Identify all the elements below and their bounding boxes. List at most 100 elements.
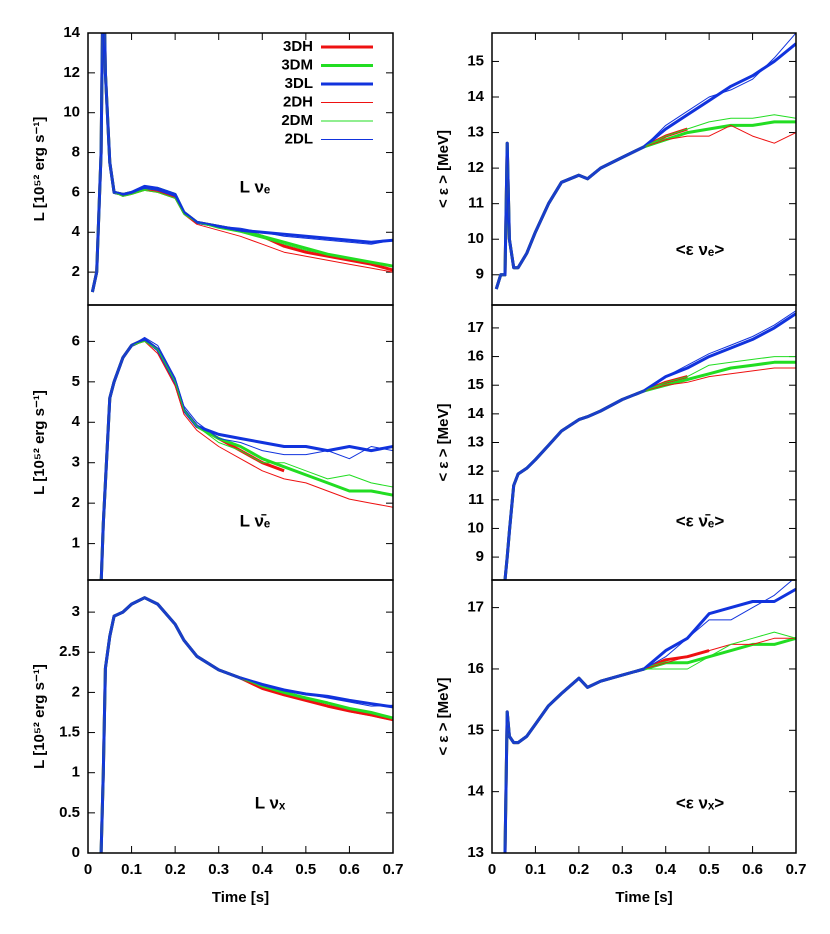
x-tick-label: 0.2 [568,861,589,878]
y-tick-label: 1 [72,764,80,781]
y-tick-label: 1 [72,535,80,552]
panel-label: L ν̄ₑ [240,512,271,531]
plot-lines [90,33,393,293]
y-tick-label: 2 [72,494,80,511]
series-line [99,337,285,580]
panel-label: L νₑ [240,178,271,197]
x-tick-label: 0.4 [252,861,274,878]
x-tick-label: 0.3 [208,861,229,878]
y-tick-label: 12 [63,64,80,81]
y-tick-label: 11 [468,491,484,508]
legend-label: 3DM [281,56,313,73]
legend-label: 2DH [283,93,313,110]
y-tick-label: 1.5 [59,724,80,741]
y-tick-label: 4 [72,223,81,240]
series-line [91,33,393,293]
y-axis-label: L [10⁵² erg s⁻¹] [31,664,48,769]
y-tick-label: 5 [72,373,80,390]
panel-label: <ε νₓ> [676,793,724,812]
series-line [90,33,393,293]
series-line [99,596,393,853]
y-tick-label: 10 [467,519,484,536]
y-tick-label: 17 [467,319,484,336]
panel: 9 10 11 12 13 14 15 16 17 < ε > [MeV] <ε ν̄ₑ> [435,304,797,581]
series-line [99,337,393,580]
y-tick-label: 12 [467,462,484,479]
y-tick-label: 13 [467,124,484,141]
y-tick-label: 2 [72,683,80,700]
x-tick-label: 0.7 [786,861,807,878]
y-tick-label: 13 [467,844,484,861]
series-line [90,33,393,293]
y-tick-label: 4 [72,413,81,430]
panel-label: L νₓ [255,793,286,812]
y-tick-label: 17 [467,599,484,616]
y-tick-label: 2.5 [59,643,80,660]
y-axis-label: < ε > [MeV] [435,130,452,208]
plot-lines [503,310,796,580]
series-line [494,127,688,290]
y-tick-label: 6 [72,183,80,200]
x-tick-label: 0.1 [121,861,142,878]
y-tick-label: 6 [72,332,80,349]
series-line [504,310,796,580]
panel-label: <ε νₑ> [676,240,725,259]
panel: 0 0.5 1 1.5 2 2.5 3 0 0.1 0.2 0.3 0.4 0.5 0.6 0.7 L [10… [31,33,403,906]
plot-lines [99,336,393,580]
y-tick-label: 3 [72,454,80,471]
plot-lines [99,596,393,853]
y-tick-label: 13 [467,433,484,450]
panel: 13 14 15 16 17 0 0.1 0.2 0.3 0.4 0.5 0.6 0.7 < ε > [M… [435,33,806,906]
x-tick-label: 0 [488,861,496,878]
x-tick-label: 0.6 [742,861,763,878]
plot-frame [491,32,797,306]
panel: 1 2 3 4 5 6 L [10⁵² erg s⁻¹] L ν̄ₑ [31,304,394,581]
y-axis-label: < ε > [MeV] [435,404,452,482]
series-line [91,33,393,293]
x-tick-label: 0.2 [165,861,186,878]
series-line [503,649,710,853]
series-line [100,336,393,580]
panel-label: <ε ν̄ₑ> [676,512,725,531]
y-tick-label: 10 [63,104,80,121]
series-line [99,596,393,853]
y-tick-label: 14 [63,24,80,41]
series-line [503,312,796,580]
x-tick-label: 0.4 [655,861,677,878]
series-line [503,375,688,580]
panel: 9 10 11 12 13 14 15 < ε > [MeV] <ε νₑ> [435,32,797,306]
x-axis-label: Time [s] [615,889,672,906]
x-axis-label: Time [s] [212,889,269,906]
y-tick-label: 0 [72,844,80,861]
x-tick-label: 0.6 [339,861,360,878]
y-axis-label: L [10⁵² erg s⁻¹] [31,390,48,495]
plot-frame [491,579,797,854]
series-line [100,597,393,853]
legend-label: 2DL [285,130,313,147]
x-tick-label: 0.7 [383,861,404,878]
y-tick-label: 12 [467,159,484,176]
series-line [495,114,796,290]
y-tick-label: 10 [467,230,484,247]
y-tick-label: 9 [476,266,484,283]
y-tick-label: 15 [467,52,484,69]
series-line [503,360,796,580]
y-tick-label: 9 [476,548,484,565]
y-tick-label: 14 [467,88,484,105]
series-line [100,340,393,580]
series-line [90,33,393,293]
x-tick-label: 0.1 [525,861,546,878]
plot-lines [503,580,796,853]
series-line [503,587,796,853]
series-line [100,597,393,853]
plot-frame [87,579,394,854]
y-tick-label: 14 [467,783,484,800]
y-tick-label: 15 [467,376,484,393]
x-tick-label: 0.5 [699,861,720,878]
y-tick-label: 3 [72,603,80,620]
plot-frame [491,304,797,581]
series-line [495,33,796,290]
y-tick-label: 15 [467,721,484,738]
